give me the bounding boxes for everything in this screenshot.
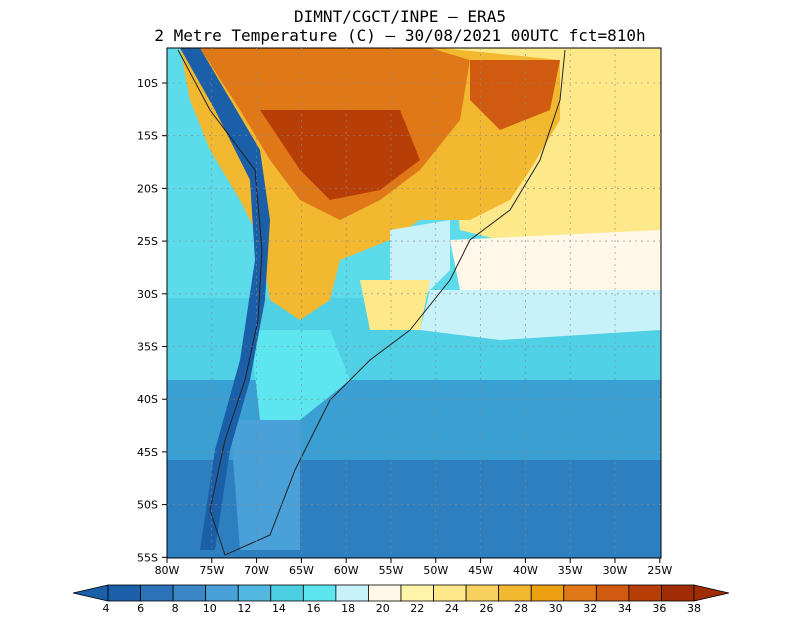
colorbar-tick-label: 36 (652, 602, 666, 615)
colorbar-tick-label: 38 (687, 602, 701, 615)
colorbar-swatch (400, 584, 434, 602)
colorbar-tick-label: 14 (272, 602, 286, 615)
colorbar-tick-label: 32 (583, 602, 597, 615)
lat-label: 25S (137, 235, 158, 248)
colorbar-swatch (205, 584, 239, 602)
colorbar-tick-label: 24 (445, 602, 459, 615)
colorbar-swatch (433, 584, 467, 602)
colorbar-swatch (563, 584, 597, 602)
plot-frame (166, 47, 662, 559)
colorbar-swatch (628, 584, 662, 602)
map-title-line2: 2 Metre Temperature (C) – 30/08/2021 00U… (154, 26, 646, 45)
colorbar-tick-label: 30 (549, 602, 563, 615)
coastline (177, 49, 566, 556)
colorbar-swatch (335, 584, 369, 602)
lon-label: 80W (155, 564, 180, 577)
graticule (167, 48, 661, 558)
colorbar-swatch (237, 584, 272, 602)
colorbar-tick-label: 26 (479, 602, 493, 615)
lon-label: 50W (423, 564, 448, 577)
lat-label: 10S (137, 77, 158, 90)
colorbar-swatch (530, 584, 565, 602)
colorbar: 4 6 8 10 12 14 16 18 20 22 24 26 28 30 32 34 36 38 (72, 584, 730, 615)
lon-label: 30W (603, 564, 628, 577)
colorbar-left-arrow (72, 584, 109, 602)
lon-label: 60W (334, 564, 359, 577)
lat-label: 45S (137, 446, 158, 459)
colorbar-tick-label: 16 (307, 602, 321, 615)
colorbar-tick-label: 22 (410, 602, 424, 615)
colorbar-tick-label: 6 (137, 602, 144, 615)
lat-label: 15S (137, 130, 158, 143)
colorbar-swatch (595, 584, 630, 602)
colorbar-swatch (465, 584, 500, 602)
colorbar-swatch (270, 584, 304, 602)
lon-label: 40W (513, 564, 538, 577)
colorbar-swatch (302, 584, 337, 602)
lon-label: 75W (199, 564, 224, 577)
colorbar-swatch (368, 584, 402, 602)
longitude-labels: 80W 75W 70W 65W 60W 55W 50W 45W 40W 35W 30W 25W (155, 558, 672, 577)
colorbar-swatch (107, 584, 141, 602)
lat-label: 50S (137, 499, 158, 512)
colorbar-tick-label: 10 (203, 602, 217, 615)
colorbar-swatch (498, 584, 532, 602)
colorbar-swatch (661, 584, 695, 602)
map-title-line1: DIMNT/CGCT/INPE – ERA5 (294, 7, 506, 26)
colorbar-tick-label: 20 (376, 602, 390, 615)
colorbar-right-arrow (693, 584, 730, 602)
temperature-field (167, 48, 661, 558)
lon-label: 25W (647, 564, 672, 577)
lat-label: 20S (137, 182, 158, 195)
lon-label: 70W (244, 564, 269, 577)
colorbar-tick-label: 12 (237, 602, 251, 615)
colorbar-tick-label: 4 (103, 602, 110, 615)
lon-label: 45W (468, 564, 493, 577)
lat-label: 30S (137, 288, 158, 301)
latitude-labels: 10S 15S 20S 25S 30S 35S 40S 45S 50S 55S (137, 77, 167, 564)
lat-label: 40S (137, 393, 158, 406)
lat-label: 55S (137, 551, 158, 564)
lon-label: 55W (379, 564, 404, 577)
colorbar-swatch (172, 584, 207, 602)
colorbar-tick-label: 18 (341, 602, 355, 615)
colorbar-swatch (140, 584, 174, 602)
colorbar-tick-label: 34 (618, 602, 632, 615)
colorbar-tick-label: 8 (172, 602, 179, 615)
lon-label: 35W (558, 564, 583, 577)
lat-label: 35S (137, 341, 158, 354)
lon-label: 65W (289, 564, 314, 577)
colorbar-tick-label: 28 (514, 602, 528, 615)
